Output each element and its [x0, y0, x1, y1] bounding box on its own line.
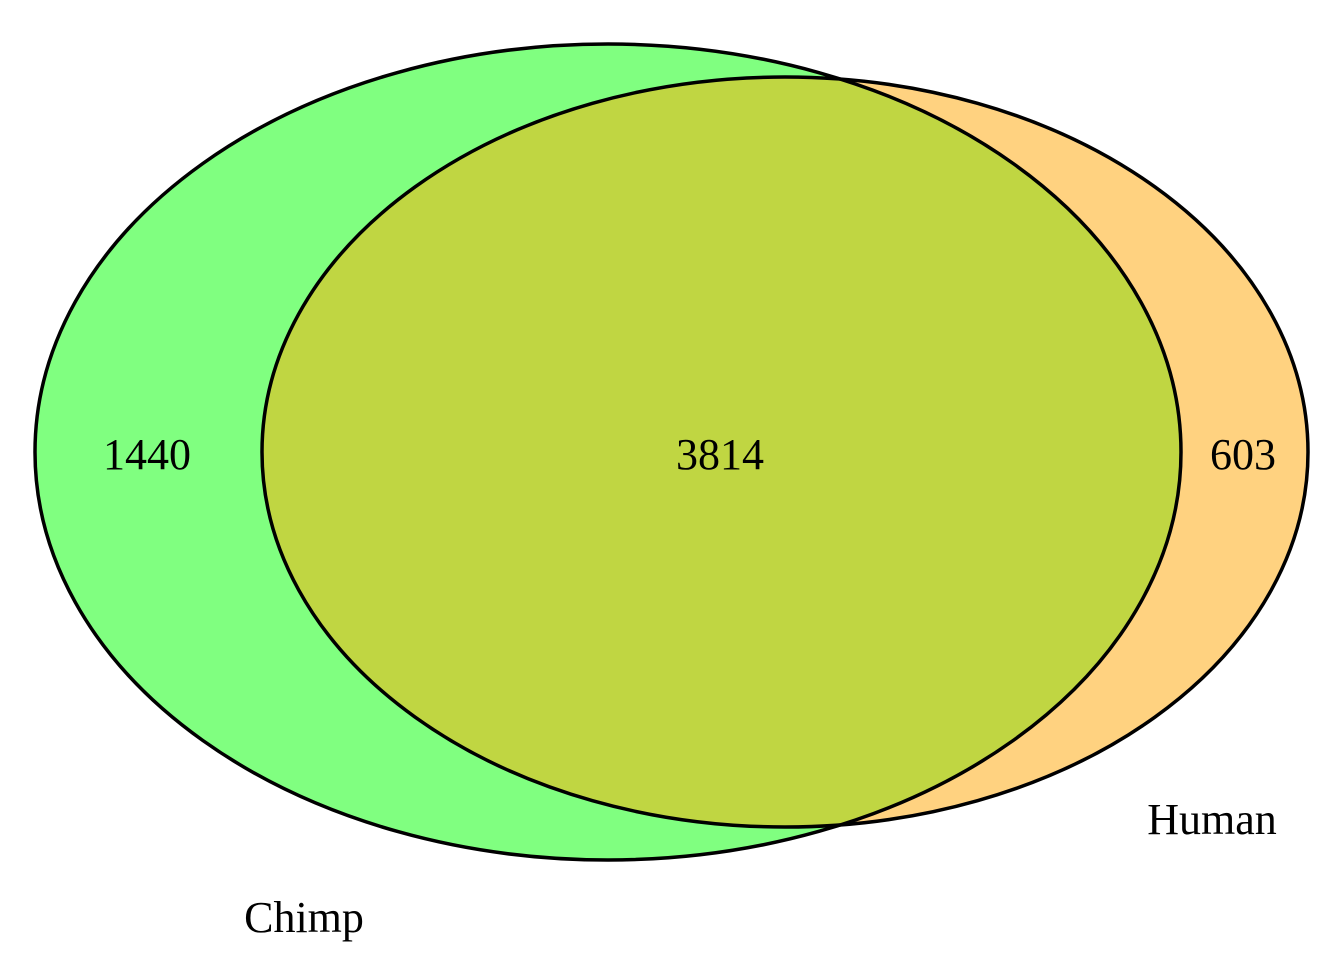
set-chimp-outline [33, 42, 1183, 862]
set-human-outline [260, 75, 1310, 829]
set-label-human: Human [1147, 795, 1277, 844]
intersection-region [262, 77, 1181, 827]
intersection-count: 3814 [676, 430, 764, 479]
chimp-only-count: 1440 [103, 430, 191, 479]
human-only-count: 603 [1210, 430, 1276, 479]
set-label-chimp: Chimp [244, 893, 364, 942]
